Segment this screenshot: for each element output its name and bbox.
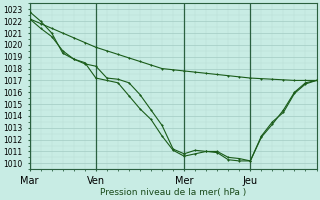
X-axis label: Pression niveau de la mer( hPa ): Pression niveau de la mer( hPa ) <box>100 188 246 197</box>
